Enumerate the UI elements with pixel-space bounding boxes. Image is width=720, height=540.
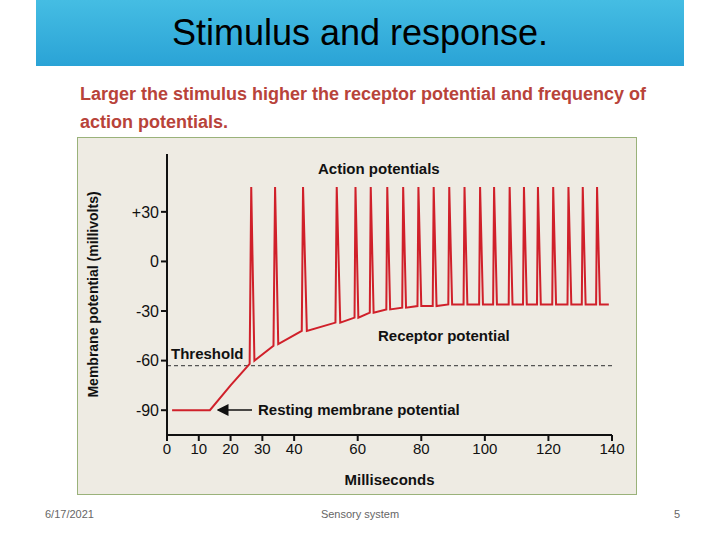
svg-text:Resting membrane potential: Resting membrane potential (258, 401, 460, 418)
svg-text:0: 0 (150, 253, 159, 270)
svg-text:30: 30 (254, 440, 271, 457)
svg-text:Receptor potential: Receptor potential (378, 327, 510, 344)
svg-text:100: 100 (472, 440, 497, 457)
svg-text:-90: -90 (136, 402, 159, 419)
svg-text:Milliseconds: Milliseconds (344, 471, 434, 488)
svg-text:Threshold: Threshold (171, 345, 244, 362)
svg-text:80: 80 (413, 440, 430, 457)
html-text:Sensory system: Sensory system (320, 508, 400, 520)
svg-text:40: 40 (286, 440, 303, 457)
svg-text:140: 140 (599, 440, 624, 457)
html-text:Larger the stimulus higher the: Larger the stimulus higher the receptor … (80, 84, 647, 132)
svg-text:Membrane potential (millivolts: Membrane potential (millivolts) (85, 191, 101, 397)
svg-text:-60: -60 (136, 352, 159, 369)
html-text:6/17/2021: 6/17/2021 (45, 508, 94, 520)
svg-text:0: 0 (163, 440, 171, 457)
svg-text:Action potentials: Action potentials (318, 160, 440, 177)
html-text:5: 5 (673, 508, 680, 520)
svg-text:-30: -30 (136, 303, 159, 320)
svg-text:+30: +30 (132, 204, 159, 221)
svg-text:10: 10 (190, 440, 207, 457)
svg-text:20: 20 (222, 440, 239, 457)
svg-text:120: 120 (536, 440, 561, 457)
html-text:Stimulus and response.: Stimulus and response. (171, 12, 549, 53)
svg-text:60: 60 (349, 440, 366, 457)
